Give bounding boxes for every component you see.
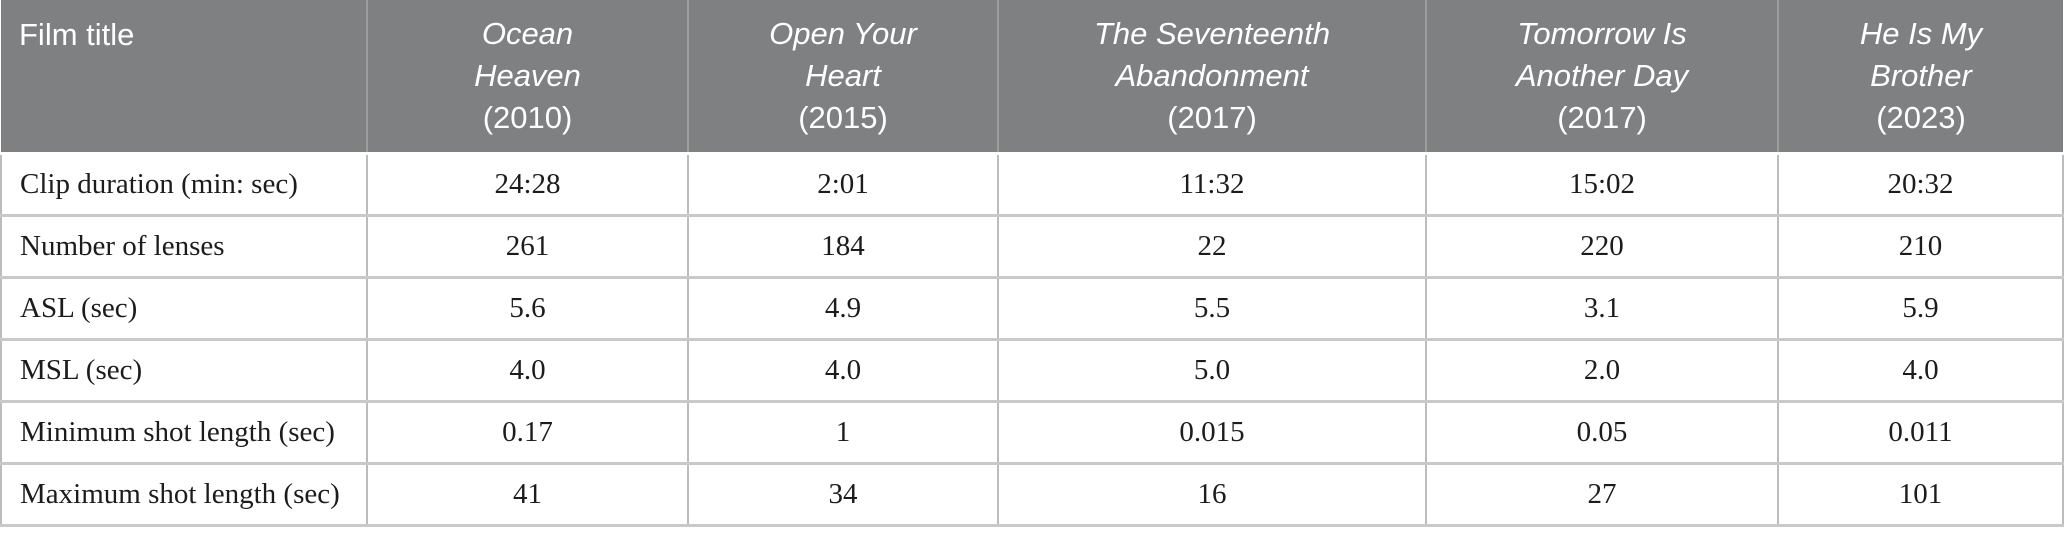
table-row: Clip duration (min: sec) 24:28 2:01 11:32 15… (0, 151, 2064, 217)
cell-value: 4.0 (366, 337, 689, 403)
cell-value: 4.0 (687, 337, 999, 403)
row-label: Minimum shot length (sec) (0, 399, 368, 465)
cell-value: 20:32 (1777, 151, 2064, 217)
film-title-line: Heaven (474, 57, 581, 93)
cell-value: 5.6 (366, 275, 689, 341)
row-label: Number of lenses (0, 213, 368, 279)
film-title-line: Another Day (1515, 57, 1689, 93)
film-statistics-table: Film title Ocean Heaven (2010) Open Your… (0, 0, 2064, 527)
cell-value: 210 (1777, 213, 2064, 279)
table-row: Minimum shot length (sec) 0.17 1 0.015 0.05 0… (0, 399, 2064, 465)
cell-value: 220 (1425, 213, 1779, 279)
cell-value: 27 (1425, 461, 1779, 527)
film-title-line: He Is My (1859, 15, 1983, 51)
film-title-line: Heart (805, 57, 881, 93)
film-year: (2023) (1876, 99, 1966, 135)
cell-value: 184 (687, 213, 999, 279)
cell-value: 4.9 (687, 275, 999, 341)
row-label: MSL (sec) (0, 337, 368, 403)
table-body: Clip duration (min: sec) 24:28 2:01 11:32 15… (0, 151, 2064, 527)
column-header-film-title: Film title (1, 0, 368, 153)
film-title-line: Ocean (481, 15, 574, 51)
film-year: (2010) (482, 99, 573, 135)
film-title-line: Abandonment (1115, 57, 1309, 93)
header-row: Film title Ocean Heaven (2010) Open Your… (1, 0, 2063, 153)
column-header-tomorrow-is-another-day: Tomorrow Is Another Day (2017) (1426, 0, 1779, 153)
film-title-line: The Seventeenth (1093, 15, 1331, 51)
film-year: (2015) (798, 99, 888, 135)
column-header-he-is-my-brother: He Is My Brother (2023) (1778, 0, 2063, 153)
cell-value: 5.5 (997, 275, 1427, 341)
cell-value: 5.9 (1777, 275, 2064, 341)
film-year: (2017) (1167, 99, 1257, 135)
table-row: Number of lenses 261 184 22 220 210 (0, 213, 2064, 279)
cell-value: 101 (1777, 461, 2064, 527)
table-row: ASL (sec) 5.6 4.9 5.5 3.1 5.9 (0, 275, 2064, 341)
cell-value: 261 (366, 213, 689, 279)
row-label: ASL (sec) (0, 275, 368, 341)
cell-value: 0.05 (1425, 399, 1779, 465)
row-label: Clip duration (min: sec) (0, 151, 368, 217)
table-header: Film title Ocean Heaven (2010) Open Your… (1, 0, 2063, 153)
cell-value: 2:01 (687, 151, 999, 217)
film-title-line: Tomorrow Is (1517, 15, 1687, 51)
cell-value: 15:02 (1425, 151, 1779, 217)
cell-value: 2.0 (1425, 337, 1779, 403)
column-header-open-your-heart: Open Your Heart (2015) (688, 0, 999, 153)
cell-value: 5.0 (997, 337, 1427, 403)
cell-value: 16 (997, 461, 1427, 527)
cell-value: 0.015 (997, 399, 1427, 465)
cell-value: 4.0 (1777, 337, 2064, 403)
cell-value: 34 (687, 461, 999, 527)
row-label: Maximum shot length (sec) (0, 461, 368, 527)
cell-value: 24:28 (366, 151, 689, 217)
cell-value: 41 (366, 461, 689, 527)
cell-value: 3.1 (1425, 275, 1779, 341)
film-year: (2017) (1557, 99, 1647, 135)
table-row: MSL (sec) 4.0 4.0 5.0 2.0 4.0 (0, 337, 2064, 403)
column-header-ocean-heaven: Ocean Heaven (2010) (367, 0, 689, 153)
cell-value: 11:32 (997, 151, 1427, 217)
table-row: Maximum shot length (sec) 41 34 16 27 101 (0, 461, 2064, 527)
cell-value: 0.011 (1777, 399, 2064, 465)
column-header-seventeenth-abandonment: The Seventeenth Abandonment (2017) (998, 0, 1427, 153)
cell-value: 1 (687, 399, 999, 465)
film-title-line: Open Your (769, 15, 917, 51)
cell-value: 0.17 (366, 399, 689, 465)
film-title-line: Brother (1870, 57, 1972, 93)
cell-value: 22 (997, 213, 1427, 279)
